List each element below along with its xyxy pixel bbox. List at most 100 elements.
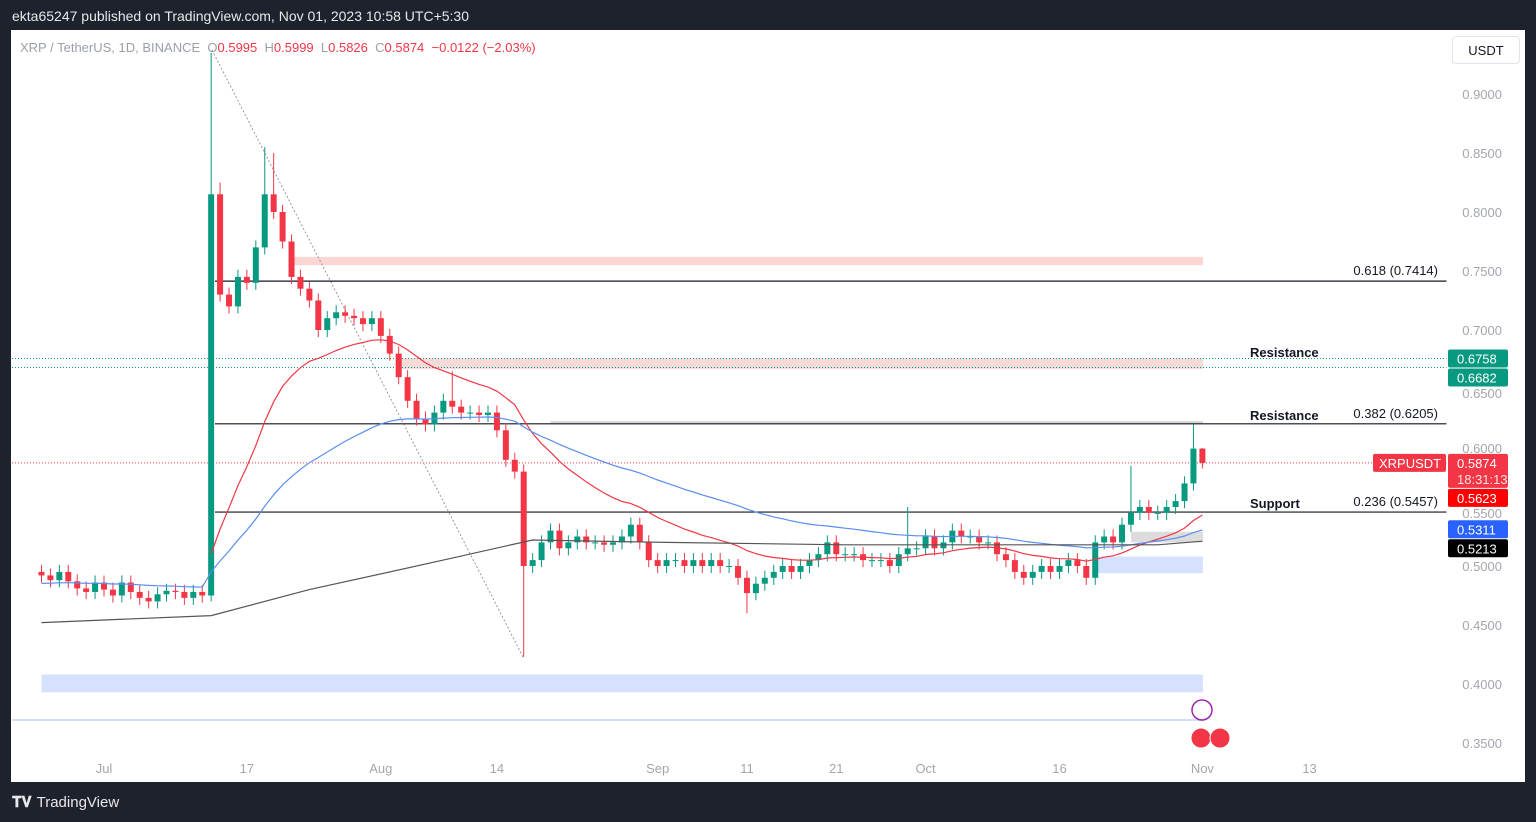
- y-tick-label: 0.9000: [1462, 87, 1502, 102]
- candle-body: [601, 542, 608, 545]
- annotation-label: Support: [1250, 496, 1300, 511]
- candle-body: [83, 588, 90, 592]
- y-tick-label: 0.3500: [1462, 736, 1502, 751]
- candle-body: [458, 406, 465, 413]
- candle-body: [895, 554, 902, 566]
- symbol-name[interactable]: XRP / TetherUS, 1D, BINANCE: [20, 40, 201, 55]
- candle-body: [395, 353, 402, 378]
- open-label: O: [207, 40, 218, 55]
- candle-body: [538, 542, 545, 561]
- candle-body: [824, 542, 831, 555]
- candle-body: [743, 577, 750, 594]
- candle-body: [74, 581, 81, 589]
- fib-level-label: 0.236 (0.5457): [1353, 494, 1438, 509]
- candle-body: [699, 560, 706, 566]
- y-tick-label: 0.8000: [1462, 205, 1502, 220]
- candle-body: [815, 554, 822, 561]
- candle-body: [779, 566, 786, 572]
- candle-body: [717, 560, 724, 566]
- candle-body: [172, 590, 179, 592]
- annotation-label: Resistance: [1250, 345, 1319, 360]
- x-tick-label: 13: [1302, 761, 1316, 776]
- low-label: L: [320, 40, 329, 55]
- candle-body: [868, 560, 875, 562]
- candle-body: [985, 542, 992, 544]
- candle-body: [1065, 560, 1072, 566]
- candle-body: [976, 536, 983, 543]
- ma-long-line: [41, 539, 1203, 624]
- candle-body: [56, 571, 63, 581]
- price-label-box: [1448, 453, 1508, 488]
- change-value: −0.0122 (−2.03%): [431, 40, 536, 55]
- currency-button[interactable]: USDT: [1452, 36, 1520, 64]
- candle-body: [65, 571, 72, 582]
- candle-body: [163, 590, 170, 595]
- candle-body: [565, 542, 572, 549]
- candle-body: [476, 412, 483, 415]
- symbol-tag: XRPUSDT: [1379, 456, 1441, 471]
- candle-body: [243, 276, 250, 283]
- candle-body: [1011, 560, 1018, 572]
- candle-body: [368, 318, 375, 325]
- candle-body: [404, 377, 411, 401]
- y-tick-label: 0.5000: [1462, 559, 1502, 574]
- zone: [550, 420, 1203, 425]
- candle-body: [92, 582, 99, 592]
- candle-body: [1029, 571, 1036, 578]
- x-tick-label: Nov: [1191, 761, 1215, 776]
- candle-body: [636, 524, 643, 543]
- candle-body: [627, 524, 634, 537]
- symbol-legend: XRP / TetherUS, 1D, BINANCE O0.5995 H0.5…: [20, 40, 536, 55]
- tradingview-logo[interactable]: 𝐓𝐕 TradingView: [12, 794, 119, 811]
- chart-panel[interactable]: [11, 30, 1525, 782]
- candle-body: [413, 400, 420, 419]
- candle-body: [1101, 536, 1108, 543]
- fib-level-label: 0.382 (0.6205): [1353, 406, 1438, 421]
- candle-body: [270, 194, 277, 212]
- candle-body: [136, 591, 143, 598]
- candle-body: [547, 530, 554, 543]
- candle-body: [1119, 524, 1126, 543]
- candle-body: [797, 566, 804, 572]
- candle-body: [333, 312, 340, 319]
- candle-body: [279, 212, 286, 242]
- price-label: 0.6758: [1457, 352, 1497, 367]
- candle-body: [708, 560, 715, 566]
- candle-body: [234, 276, 241, 307]
- candle-body: [770, 571, 777, 578]
- price-label: 0.6682: [1457, 371, 1497, 386]
- candle-body: [359, 318, 366, 325]
- lightning-event-icon: [1191, 699, 1213, 721]
- y-tick-label: 0.8500: [1462, 146, 1502, 161]
- candle-body: [181, 591, 188, 598]
- candle-body: [467, 412, 474, 414]
- us-flag-event-icon: [1190, 727, 1212, 749]
- open-value: 0.5995: [217, 40, 258, 55]
- x-tick-label: Aug: [369, 761, 392, 776]
- candle-body: [493, 412, 500, 431]
- ma-mid-line: [41, 416, 1203, 588]
- candle-body: [351, 315, 358, 319]
- zone: [41, 674, 1204, 693]
- candle-body: [47, 575, 54, 581]
- candle-body: [118, 582, 125, 596]
- x-tick-label: 11: [740, 761, 754, 776]
- candle-body: [1074, 560, 1081, 566]
- price-label: 0.5874: [1457, 456, 1497, 471]
- candle-body: [520, 471, 527, 566]
- candle-body: [726, 566, 733, 567]
- y-tick-label: 0.6500: [1462, 386, 1502, 401]
- price-label: 0.5213: [1457, 541, 1497, 556]
- candle-body: [583, 536, 590, 543]
- candle-body: [297, 276, 304, 289]
- tradingview-logo-icon: 𝐓𝐕: [12, 794, 32, 811]
- close-value: 0.5874: [384, 40, 425, 55]
- x-tick-label: 16: [1052, 761, 1066, 776]
- symbol-tag-box: [1373, 453, 1446, 472]
- price-label-box: [1448, 520, 1508, 539]
- candle-body: [904, 548, 911, 555]
- candle-body: [574, 536, 581, 543]
- candle-body: [842, 554, 849, 556]
- candle-body: [735, 566, 742, 578]
